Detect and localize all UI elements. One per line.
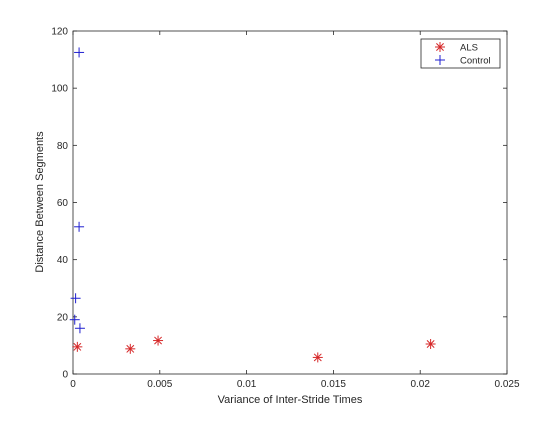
legend-label-als: ALS: [460, 43, 478, 54]
y-axis-label: Distance Between Segments: [34, 131, 46, 273]
point-control: [69, 314, 80, 325]
point-control: [70, 293, 81, 304]
point-als: [153, 335, 164, 346]
y-tick-label: 60: [57, 198, 69, 209]
y-tick-label: 0: [62, 370, 68, 381]
x-tick-label: 0.025: [494, 379, 519, 390]
point-control: [74, 323, 85, 334]
legend-label-control: Control: [460, 56, 491, 67]
legend-marker-control: [435, 55, 445, 65]
x-tick-label: 0.005: [147, 379, 172, 390]
x-tick-label: 0.01: [237, 379, 257, 390]
y-tick-label: 100: [51, 84, 68, 95]
data-points: [69, 47, 436, 363]
point-als: [72, 341, 83, 352]
point-als: [425, 338, 436, 349]
point-control: [74, 47, 85, 58]
y-tick-label: 80: [57, 141, 69, 152]
x-tick-label: 0: [70, 379, 76, 390]
x-tick-label: 0.02: [410, 379, 430, 390]
point-als: [125, 343, 136, 354]
plot-area: [72, 30, 508, 375]
x-axis-label: Variance of Inter-Stride Times: [218, 394, 363, 406]
x-axis-ticks: 0 0.005 0.01 0.015 0.02 0.025: [70, 31, 520, 390]
point-als: [312, 352, 323, 363]
x-tick-label: 0.015: [321, 379, 346, 390]
y-tick-label: 40: [57, 255, 69, 266]
legend-marker-als: [435, 42, 445, 52]
y-axis-ticks: 0 20 40 60 80 100 120: [51, 27, 507, 381]
point-control: [74, 221, 85, 232]
y-tick-label: 120: [51, 27, 68, 38]
y-tick-label: 20: [57, 312, 69, 323]
legend-box: [420, 38, 501, 69]
legend: ALS Control: [420, 38, 501, 69]
